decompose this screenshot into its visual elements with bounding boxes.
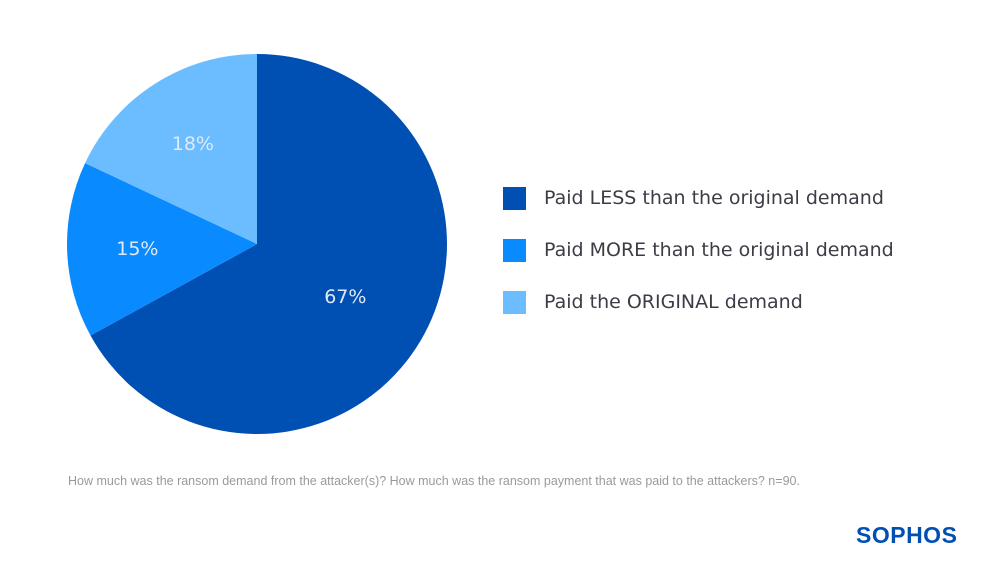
pie-slice — [90, 54, 447, 434]
legend-label: Paid MORE than the original demand — [544, 239, 894, 261]
legend: Paid LESS than the original demand Paid … — [503, 172, 894, 328]
legend-swatch — [503, 186, 526, 210]
slice-data-label: 67% — [324, 286, 366, 308]
legend-label: Paid the ORIGINAL demand — [544, 291, 803, 313]
legend-item: Paid LESS than the original demand — [503, 172, 894, 224]
legend-item: Paid the ORIGINAL demand — [503, 276, 894, 328]
slice-data-label: 18% — [172, 133, 214, 155]
slice-data-label: 15% — [116, 238, 158, 260]
pie-chart: 67% 15% 18% — [67, 53, 447, 434]
legend-swatch — [503, 238, 526, 262]
legend-label: Paid LESS than the original demand — [544, 187, 884, 209]
chart-caption: How much was the ransom demand from the … — [68, 474, 800, 488]
pie-slice — [85, 53, 258, 244]
legend-swatch — [503, 290, 526, 314]
legend-item: Paid MORE than the original demand — [503, 224, 894, 276]
sophos-logo: SOPHOS — [856, 522, 958, 548]
pie-slice — [67, 163, 257, 336]
